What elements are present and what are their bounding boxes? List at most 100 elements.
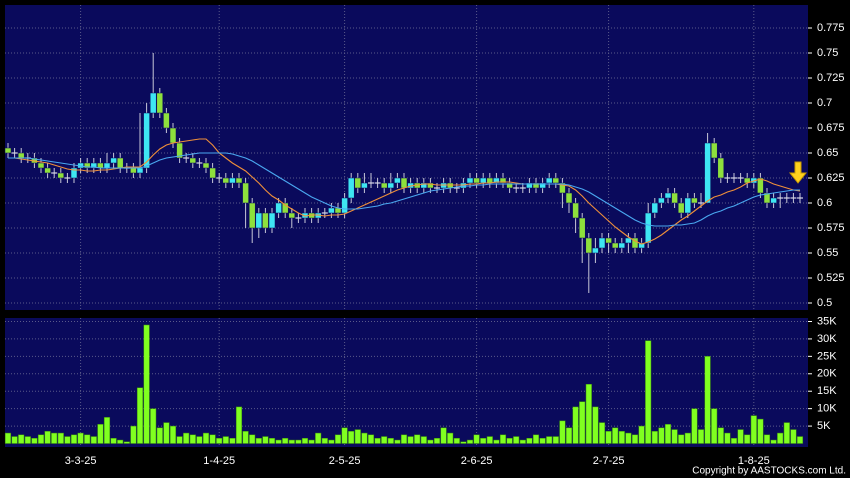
candle-body — [328, 207, 335, 214]
volume-bar — [513, 436, 520, 444]
volume-bar — [4, 432, 12, 444]
y-tick-label: 0.5 — [817, 297, 832, 309]
volume-bar — [605, 431, 612, 444]
volume-bar — [552, 436, 559, 444]
candle-body — [262, 212, 269, 229]
y-tick-label: 0.675 — [817, 122, 845, 134]
volume-bar — [249, 434, 256, 444]
volume-bar — [156, 427, 163, 444]
y-tick-label: 10K — [817, 403, 837, 415]
volume-bar — [447, 432, 454, 444]
volume-bar — [625, 432, 632, 444]
volume-bar — [367, 434, 375, 444]
y-tick-label: 0.775 — [817, 22, 845, 34]
candle-body — [526, 182, 533, 189]
volume-bar — [730, 438, 738, 444]
candle-body — [473, 177, 480, 184]
x-tick-label: 3-3-25 — [65, 455, 97, 467]
y-tick-label: 0.575 — [817, 222, 845, 234]
volume-bar — [381, 436, 388, 444]
candle-body — [545, 177, 553, 184]
candle-body — [116, 157, 124, 169]
candle-body — [704, 142, 711, 204]
candle-body — [90, 162, 98, 169]
candle-body — [248, 202, 256, 229]
volume-bar — [57, 432, 64, 444]
candle-body — [149, 92, 157, 114]
candle-body — [559, 182, 566, 194]
candle-body — [763, 192, 771, 204]
volume-bar — [763, 434, 771, 444]
volume-bar — [598, 422, 606, 444]
volume-bar — [638, 425, 645, 444]
candle-body — [651, 202, 659, 214]
volume-bar — [288, 439, 295, 444]
volume-bar — [315, 432, 322, 444]
candle-body — [671, 192, 678, 204]
y-tick-label: 35K — [817, 315, 837, 327]
volume-bar — [645, 340, 652, 444]
y-tick-label: 0.65 — [817, 147, 838, 159]
volume-bar — [136, 387, 144, 444]
y-tick-label: 20K — [817, 368, 837, 380]
candle-body — [598, 237, 606, 249]
volume-bar — [77, 432, 84, 444]
volume-bar — [321, 438, 328, 444]
volume-bar — [526, 438, 533, 444]
candle-body — [387, 182, 395, 189]
volume-bar — [618, 431, 625, 444]
candle-body — [677, 202, 685, 214]
volume-bar — [308, 439, 315, 444]
volume-bar — [229, 438, 236, 444]
x-tick-label: 2-7-25 — [593, 455, 625, 467]
volume-bar — [678, 434, 685, 444]
volume-bar — [37, 434, 45, 444]
candle-body — [631, 237, 639, 249]
candle-body — [281, 202, 289, 214]
volume-bar — [460, 441, 467, 444]
candle-body — [572, 202, 579, 219]
candle-body — [156, 92, 164, 114]
volume-bar — [222, 436, 229, 444]
volume-bar — [275, 439, 282, 444]
volume-bar — [394, 439, 401, 444]
volume-bar — [341, 427, 348, 444]
y-tick-label: 5K — [817, 420, 831, 432]
candle-body — [189, 157, 197, 164]
candle-body — [592, 247, 599, 254]
candle-body — [691, 197, 698, 204]
volume-bar — [539, 438, 546, 444]
volume-bar — [592, 406, 599, 444]
x-tick-label: 1-8-25 — [738, 455, 770, 467]
candle-body — [400, 177, 408, 189]
candle-body — [103, 162, 111, 169]
candle-body — [347, 177, 355, 199]
volume-bar — [90, 436, 97, 444]
volume-bar — [466, 439, 474, 444]
candle-body — [361, 182, 368, 189]
volume-bar — [176, 436, 183, 444]
volume-bar — [407, 436, 414, 444]
volume-bar — [103, 417, 111, 444]
volume-bar — [44, 431, 51, 444]
candle-body — [770, 197, 777, 204]
candle-body — [143, 112, 150, 169]
candle-body — [163, 112, 170, 129]
y-tick-label: 0.625 — [817, 172, 845, 184]
volume-bar — [328, 439, 335, 444]
volume-bar — [559, 420, 566, 444]
candle-body — [202, 162, 210, 169]
y-tick-label: 0.7 — [817, 97, 832, 109]
volume-bar — [97, 424, 104, 444]
volume-bar — [117, 439, 124, 444]
volume-bar — [110, 438, 117, 444]
candle-body — [585, 237, 593, 254]
volume-bar — [757, 418, 764, 444]
candle-body — [83, 162, 91, 169]
volume-bar — [130, 425, 137, 444]
volume-bar — [183, 432, 190, 444]
volume-bar — [499, 434, 507, 444]
volume-bar — [262, 436, 269, 444]
volume-bar — [361, 432, 368, 444]
